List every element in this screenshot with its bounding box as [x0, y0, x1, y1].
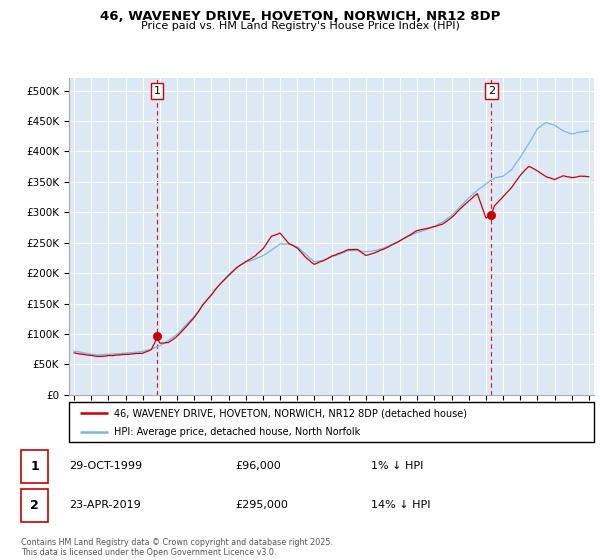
Text: 29-OCT-1999: 29-OCT-1999	[69, 461, 142, 471]
Text: HPI: Average price, detached house, North Norfolk: HPI: Average price, detached house, Nort…	[113, 427, 360, 437]
Text: 1: 1	[154, 86, 161, 96]
Text: 46, WAVENEY DRIVE, HOVETON, NORWICH, NR12 8DP: 46, WAVENEY DRIVE, HOVETON, NORWICH, NR1…	[100, 10, 500, 23]
Text: Contains HM Land Registry data © Crown copyright and database right 2025.
This d: Contains HM Land Registry data © Crown c…	[21, 538, 333, 557]
Text: 1: 1	[30, 460, 39, 473]
Text: 1% ↓ HPI: 1% ↓ HPI	[371, 461, 423, 471]
Text: 23-APR-2019: 23-APR-2019	[69, 501, 140, 510]
FancyBboxPatch shape	[21, 489, 48, 522]
Text: 46, WAVENEY DRIVE, HOVETON, NORWICH, NR12 8DP (detached house): 46, WAVENEY DRIVE, HOVETON, NORWICH, NR1…	[113, 408, 467, 418]
Text: 2: 2	[30, 499, 39, 512]
Text: £295,000: £295,000	[235, 501, 288, 510]
FancyBboxPatch shape	[21, 450, 48, 483]
Text: Price paid vs. HM Land Registry's House Price Index (HPI): Price paid vs. HM Land Registry's House …	[140, 21, 460, 31]
Text: £96,000: £96,000	[235, 461, 281, 471]
Text: 2: 2	[488, 86, 495, 96]
Text: 14% ↓ HPI: 14% ↓ HPI	[371, 501, 430, 510]
